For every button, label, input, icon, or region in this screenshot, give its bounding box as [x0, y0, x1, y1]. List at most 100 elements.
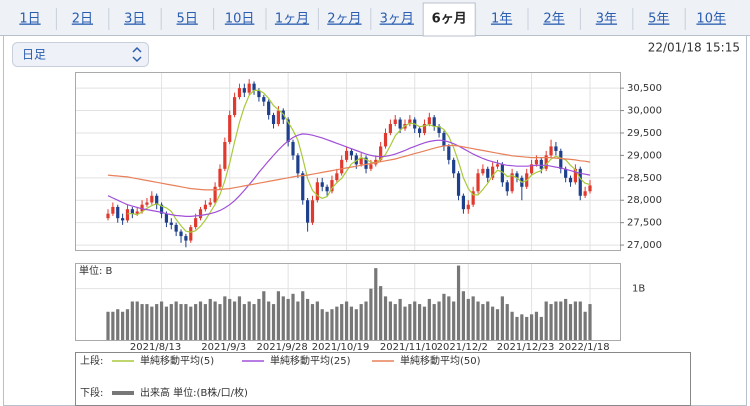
candle-body [228, 115, 232, 142]
candle-body [213, 186, 217, 203]
tab[interactable]: 10日 [225, 12, 255, 27]
candle-body [174, 224, 178, 232]
candle-body [529, 164, 534, 174]
candle-body [203, 204, 207, 210]
volume-bar [262, 291, 266, 340]
volume-bar [510, 311, 514, 340]
candle-body [189, 227, 193, 241]
volume-bar [150, 306, 154, 340]
volume-bar [189, 306, 193, 340]
volume-bar [583, 311, 587, 340]
candle-body [237, 88, 242, 98]
x-tick-label: 2021/8/13 [130, 342, 181, 353]
candle-body [111, 206, 115, 214]
candle-body [481, 168, 485, 174]
candle-body [515, 173, 519, 178]
volume-bar [374, 268, 378, 340]
candle-body [232, 97, 237, 116]
candle-body [320, 182, 324, 187]
volume-bar [417, 304, 422, 340]
volume-bar [369, 288, 373, 340]
candle-body [452, 159, 456, 174]
volume-bar [437, 301, 441, 340]
tab[interactable]: 3年 [596, 12, 617, 27]
volume-bar [159, 301, 164, 340]
volume-bar [291, 293, 295, 340]
candle-body [476, 173, 480, 192]
volume-bar [203, 304, 207, 340]
candle-body [291, 141, 295, 156]
candle-body [325, 186, 329, 192]
volume-bar [213, 301, 217, 340]
volume-bar [427, 298, 431, 340]
tab[interactable]: 1日 [19, 12, 40, 27]
tab[interactable]: 10年 [696, 12, 726, 27]
volume-bar [121, 311, 125, 340]
volume-bar [301, 291, 305, 340]
candle-body [471, 191, 475, 205]
period-select[interactable] [12, 42, 149, 67]
tab[interactable]: 2年 [543, 12, 564, 27]
volume-bar [578, 301, 582, 340]
candle-body [573, 168, 577, 183]
volume-bar [242, 304, 246, 340]
candle-body [588, 185, 592, 192]
candle-body [437, 126, 441, 133]
candle-body [500, 164, 504, 183]
volume-bar [111, 311, 115, 340]
volume-bar [466, 298, 470, 340]
candle-body [398, 119, 402, 129]
candle-body [271, 115, 276, 125]
x-tick-label: 2021/9/3 [201, 342, 246, 353]
tab[interactable]: 3ヶ月 [380, 12, 414, 27]
candle-body [422, 124, 427, 133]
volume-bar [257, 298, 261, 340]
candle-body [447, 146, 451, 160]
volume-bar [335, 306, 339, 340]
candle-body [505, 182, 509, 192]
period-select-text[interactable]: 日足 [22, 48, 46, 62]
candle-body [135, 211, 139, 214]
tab[interactable]: 3日 [124, 12, 145, 27]
volume-bar [559, 301, 563, 340]
y-tick-label: 30,000 [627, 106, 662, 117]
candle-body [510, 173, 514, 192]
tab[interactable]: 1ヶ月 [275, 12, 309, 27]
y-tick-label: 27,500 [627, 218, 662, 229]
tab[interactable]: 5日 [177, 12, 198, 27]
candle-body [340, 159, 344, 174]
candle-body [184, 236, 188, 241]
volume-bar [398, 298, 402, 340]
candle-body [456, 173, 461, 196]
volume-bar [442, 293, 446, 340]
legend-label: 出来高 単位:(B株/口/枚) [140, 386, 248, 399]
tab[interactable]: 6ヶ月 [432, 12, 467, 27]
candle-body [106, 213, 110, 219]
select-icon [132, 46, 142, 63]
candle-body [140, 204, 144, 212]
lower-label: 下段: [80, 386, 103, 399]
volume-bar [271, 304, 276, 340]
volume-bar [534, 311, 539, 340]
volume-bar [218, 304, 222, 340]
candle-body [349, 150, 354, 156]
volume-unit: 単位: B [79, 264, 113, 277]
candle-body [276, 110, 281, 125]
volume-bar [145, 304, 149, 340]
candle-body [179, 231, 183, 237]
candle-body [417, 128, 422, 133]
volume-bar [155, 304, 159, 340]
tab[interactable]: 5年 [648, 12, 669, 27]
candle-body [301, 173, 305, 201]
candle-body [427, 117, 431, 125]
tab[interactable]: 1年 [491, 12, 512, 27]
volume-bar [554, 301, 558, 340]
candle-body [252, 83, 256, 91]
tab[interactable]: 2ヶ月 [327, 12, 361, 27]
legend-label: 単純移動平均(5) [140, 354, 214, 367]
candle-body [121, 218, 125, 221]
volume-bar [481, 304, 485, 340]
tab[interactable]: 2日 [72, 12, 93, 27]
volume-bar [344, 301, 349, 340]
candle-body [364, 157, 368, 169]
